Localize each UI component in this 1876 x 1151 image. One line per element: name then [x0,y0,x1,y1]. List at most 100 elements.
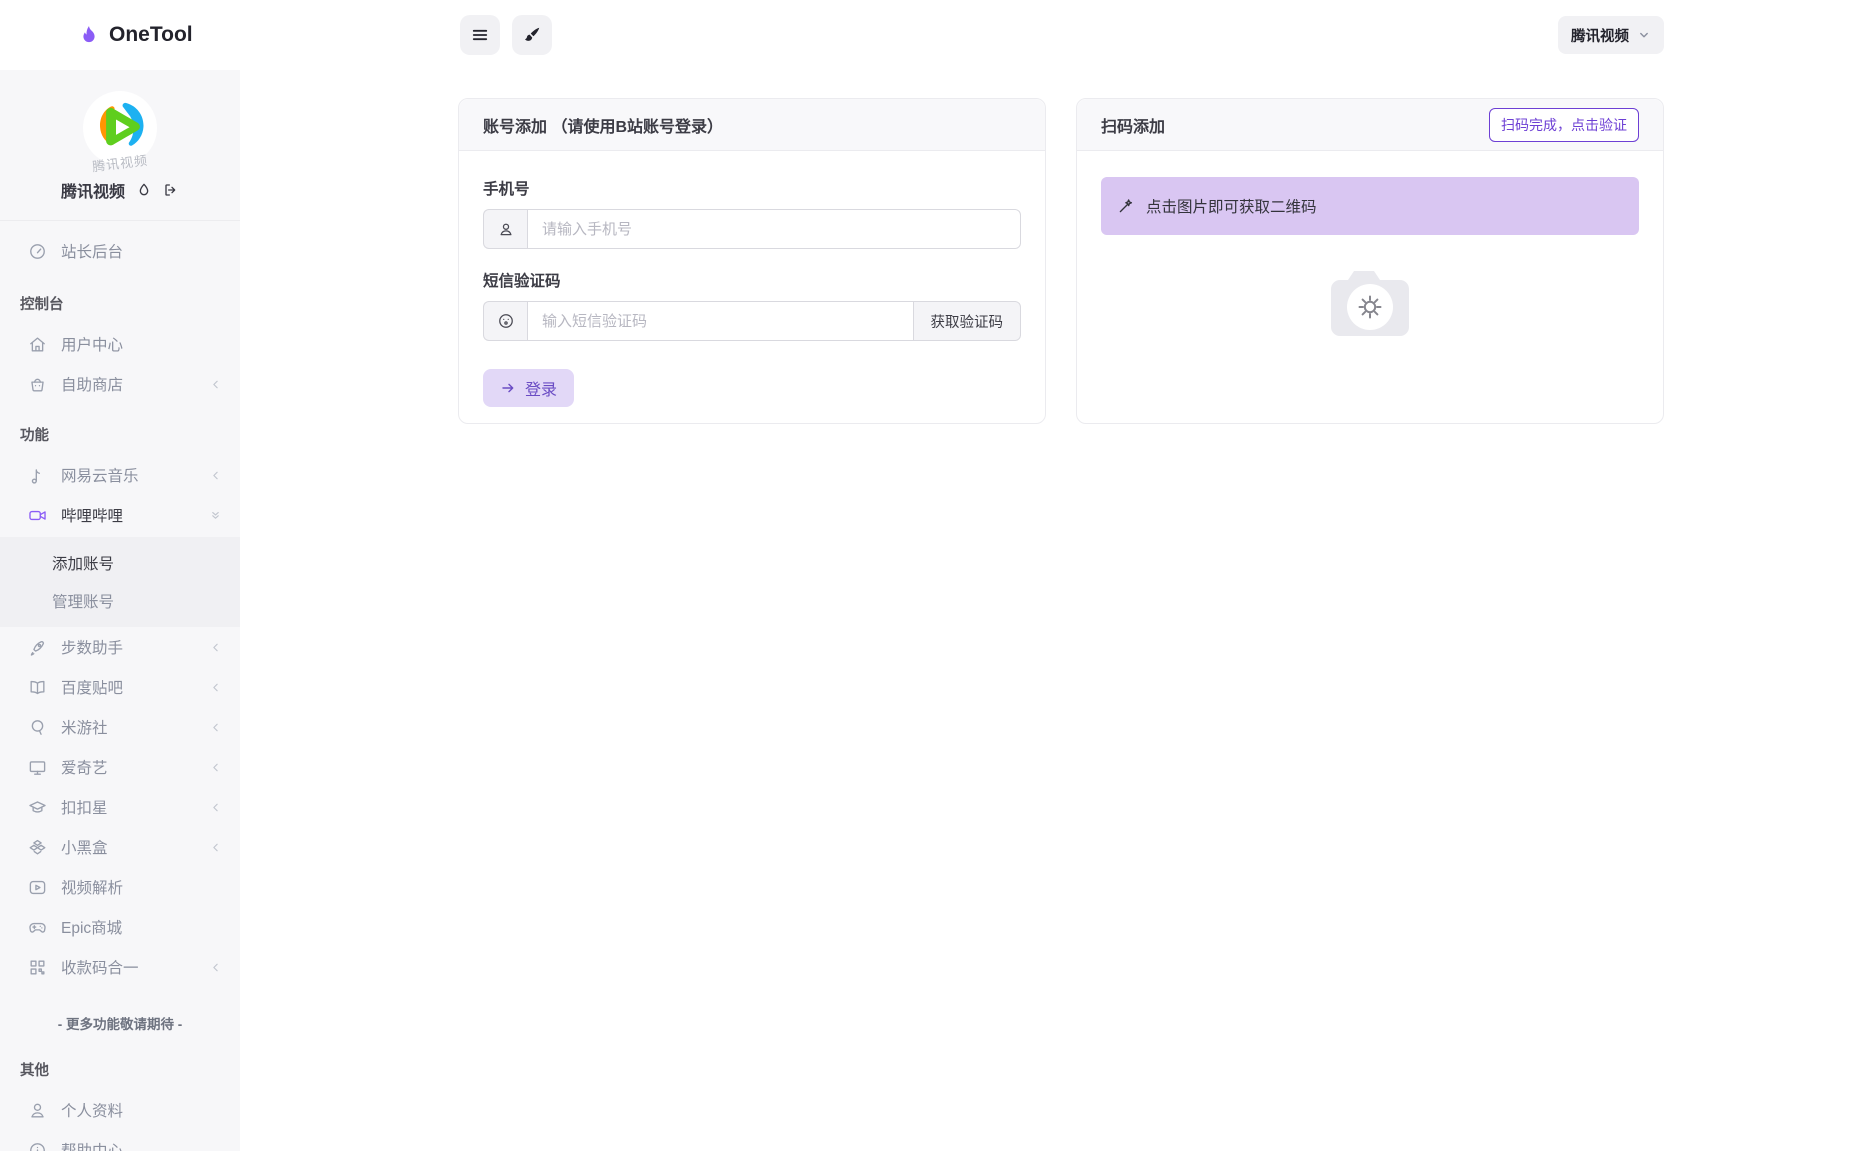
magic-wand-icon [1119,199,1133,213]
sidebar-item-self-shop[interactable]: 自助商店 [0,364,240,404]
sidebar-item-baidu-tieba[interactable]: 百度贴吧 [0,667,240,707]
chevron-down-icon [1640,32,1648,38]
get-code-button[interactable]: 获取验证码 [912,301,1021,341]
gauge-icon [30,243,45,259]
sidebar-item-kkstar[interactable]: 扣扣星 [0,787,240,827]
sidebar-item-video-parse[interactable]: 视频解析 [0,867,240,907]
phone-input[interactable] [527,209,1021,249]
home-icon [30,336,45,352]
chevrons-down-icon [212,511,219,519]
sms-code-input[interactable] [527,301,914,341]
sidebar-item-label: 个人资料 [61,1103,124,1120]
chevron-left-icon [213,803,218,811]
music-note-icon [31,468,40,484]
more-features-note: - 更多功能敬请期待 - [57,1017,183,1032]
sidebar-item-admin-backend[interactable]: 站长后台 [0,229,240,273]
video-camera-icon [29,510,46,520]
smiley-icon [498,314,513,328]
main-content: 账号添加 （请使用B站账号登录） 手机号 短信验证码 [240,70,1876,1151]
sidebar-subitem-add-account[interactable]: 添加账号 [0,544,240,582]
account-row: 腾讯视频 [0,178,240,202]
qr-card-title: 扫码添加 [1101,118,1166,136]
arrow-right-icon [502,383,514,393]
sidebar-item-label: 米游社 [61,720,108,737]
chevron-left-icon [213,380,218,388]
sidebar-item-iqiyi[interactable]: 爱奇艺 [0,747,240,787]
sidebar-subitem-label: 添加账号 [52,556,115,573]
sidebar-divider [0,220,240,221]
site-switcher-dropdown[interactable]: 腾讯视频 [1558,16,1664,54]
brand-name: OneTool [109,23,193,46]
qr-card-body: 点击图片即可获取二维码 [1077,151,1663,365]
chevron-left-icon [213,763,218,771]
info-circle-icon [30,1142,45,1151]
sidebar-item-label: 步数助手 [61,640,124,657]
sidebar-subitem-label: 管理账号 [52,594,115,611]
sidebar-item-miyoushe[interactable]: 米游社 [0,707,240,747]
sidebar-item-epic-store[interactable]: Epic商城 [0,907,240,947]
balloon-globe-icon [31,719,44,735]
sidebar-item-steps-helper[interactable]: 步数助手 [0,627,240,667]
phone-input-group [483,209,1021,249]
top-header: OneTool 腾讯视频 [0,0,1876,70]
account-name: 腾讯视频 [60,184,125,201]
graduation-cap-icon [29,800,46,813]
sidebar-item-label: 帮助中心 [61,1139,123,1151]
brand: OneTool [78,0,193,70]
drop-icon[interactable] [136,182,152,198]
section-title-features: 功能 [20,428,49,444]
play-square-icon [29,880,46,894]
paintbrush-icon [525,27,540,41]
chevron-left-icon [213,723,218,731]
open-book-icon [30,680,45,694]
account-card-header: 账号添加 （请使用B站账号登录） [459,99,1045,151]
sidebar-item-bilibili[interactable]: 哔哩哔哩 [0,495,240,535]
sidebar-item-label: 站长后台 [61,244,124,261]
sidebar-item-help-center[interactable]: 帮助中心 [0,1130,240,1151]
qr-add-card: 扫码添加 扫码完成，点击验证 点击图片即可获取二维码 [1076,98,1664,424]
section-title-console: 控制台 [20,297,64,313]
phone-addon [483,209,527,249]
sidebar-item-netease-music[interactable]: 网易云音乐 [0,455,240,495]
sidebar-subitem-manage-account[interactable]: 管理账号 [0,582,240,620]
sidebar-item-label: 小黑盒 [61,840,108,857]
scan-verify-button[interactable]: 扫码完成，点击验证 [1489,107,1639,142]
sidebar: 腾讯视频 腾讯视频 站长后台 控制台 [0,70,240,1151]
tencent-video-logo-image [83,91,157,165]
sidebar-item-profile[interactable]: 个人资料 [0,1090,240,1130]
sms-addon [483,301,527,341]
header-actions [460,15,552,55]
chevron-left-icon [213,643,218,651]
sidebar-item-label: 用户中心 [61,337,124,354]
tencent-video-logo: 腾讯视频 [82,90,158,174]
sidebar-item-label: 扣扣星 [61,800,108,817]
chevron-left-icon [213,683,218,691]
hamburger-icon [472,29,488,41]
sidebar-toggle-button[interactable] [460,15,500,55]
rocket-icon [30,640,44,656]
sms-code-label: 短信验证码 [483,273,561,290]
qr-image-placeholder[interactable] [1101,235,1639,343]
login-button-label: 登录 [525,382,558,399]
sidebar-item-label: 自助商店 [61,377,124,394]
monitor-icon [29,760,46,775]
sidebar-item-label: 网易云音乐 [61,468,139,485]
sidebar-item-label: 哔哩哔哩 [61,508,124,525]
phone-label: 手机号 [483,181,530,198]
sms-input-group: 获取验证码 [483,301,1021,341]
theme-brush-button[interactable] [512,15,552,55]
qr-banner-text: 点击图片即可获取二维码 [1146,199,1317,216]
qr-code-icon [30,959,45,975]
section-title-other: 其他 [20,1063,49,1079]
logout-icon[interactable] [163,182,179,198]
onetool-flame-icon [83,26,95,43]
qr-banner[interactable]: 点击图片即可获取二维码 [1101,177,1639,235]
sidebar-item-xiaoheihe[interactable]: 小黑盒 [0,827,240,867]
login-button[interactable]: 登录 [483,369,575,407]
sidebar-item-user-center[interactable]: 用户中心 [0,324,240,364]
shopping-basket-icon [31,378,44,392]
user-icon [31,1103,44,1118]
sidebar-item-payment-qr[interactable]: 收款码合一 [0,947,240,987]
broken-image-camera-icon [1331,271,1409,336]
